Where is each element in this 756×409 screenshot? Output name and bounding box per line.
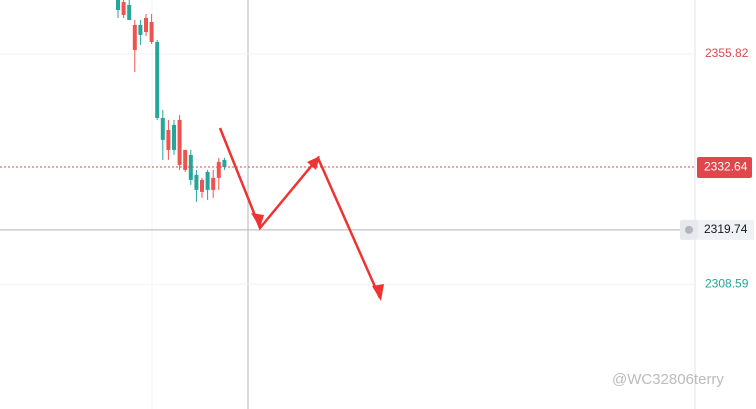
candle-body bbox=[183, 149, 188, 170]
y-tick-label: 2308.59 bbox=[705, 276, 749, 290]
arrows bbox=[218, 127, 384, 301]
candle-body bbox=[172, 124, 176, 150]
candle-body bbox=[222, 159, 227, 167]
candle-body bbox=[200, 179, 204, 192]
candle-body bbox=[138, 24, 143, 35]
candle-body bbox=[116, 0, 120, 10]
candle-body bbox=[205, 171, 210, 190]
watermark: @WC32806terry bbox=[612, 371, 724, 388]
candle-body bbox=[211, 177, 216, 190]
candle-body bbox=[132, 24, 137, 50]
candle-body bbox=[216, 161, 221, 178]
last-price-label: 2332.64 bbox=[704, 160, 748, 174]
crosshair-price-box bbox=[698, 219, 754, 240]
candle-body bbox=[188, 154, 193, 180]
bell-icon bbox=[685, 225, 693, 234]
arrow-head bbox=[251, 213, 264, 228]
candle-body bbox=[155, 41, 160, 118]
crosshair-price-label: 2319.74 bbox=[704, 222, 748, 236]
candle-body bbox=[127, 4, 132, 20]
candle-body bbox=[121, 1, 126, 15]
candle-body bbox=[149, 21, 154, 42]
candle-body bbox=[194, 174, 199, 190]
candle-body bbox=[177, 119, 182, 165]
candle-body bbox=[160, 117, 165, 140]
arrow-head bbox=[307, 156, 320, 170]
y-tick-label: 2355.82 bbox=[705, 46, 749, 60]
last-price-box bbox=[697, 156, 752, 178]
candle-body bbox=[144, 17, 148, 32]
trend-arrow-path bbox=[218, 127, 382, 299]
arrow-head bbox=[372, 284, 384, 301]
candle-body bbox=[166, 129, 171, 150]
